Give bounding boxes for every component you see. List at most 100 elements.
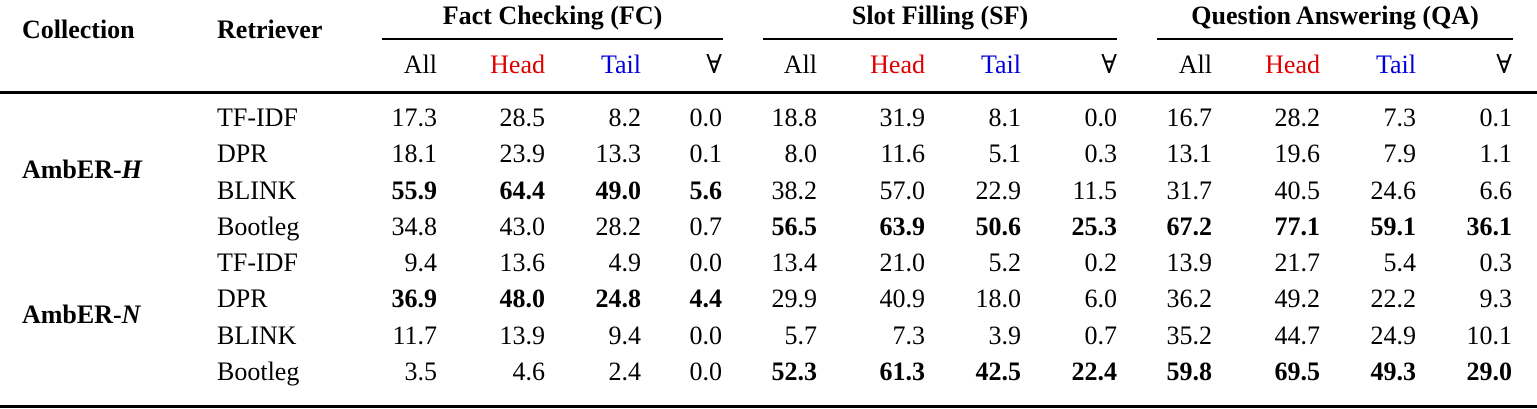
cell-question-answering-head: 21.7 [1274,248,1321,277]
cell-fact-checking-all: 3.5 [404,356,438,386]
cell-slot-filling-tail: 18.0 [975,284,1022,314]
cell-fact-checking-all: 18.1 [391,139,438,169]
cell-fact-checking-head: 4.6 [512,356,546,386]
cell-question-answering-forall: 36.1 [1466,211,1513,241]
cell-slot-filling-tail: 8.1 [988,103,1022,132]
cell-fact-checking-tail: 49.0 [595,175,642,205]
cell-slot-filling-all: 18.8 [771,103,818,132]
cell-fact-checking-forall: 0.0 [689,103,723,132]
cell-question-answering-tail: 24.6 [1370,175,1417,205]
cell-fact-checking-tail: 2.4 [608,356,642,386]
cell-slot-filling-all: 52.3 [771,356,818,386]
cell-question-answering-head: 40.5 [1274,175,1321,205]
cell-slot-filling-head: 31.9 [879,103,926,132]
subheader-question-answering-all: All [1178,50,1212,79]
cell-slot-filling-all: 13.4 [771,248,818,277]
cell-slot-filling-head: 7.3 [892,320,926,350]
cell-fact-checking-head: 23.9 [499,139,546,169]
subheader-slot-filling-head: Head [870,50,925,79]
cell-question-answering-all: 36.2 [1166,284,1213,314]
cell-fact-checking-all: 11.7 [392,320,437,350]
cell-fact-checking-head: 64.4 [499,175,546,205]
cell-slot-filling-all: 29.9 [771,284,818,314]
cell-question-answering-tail: 22.2 [1370,284,1417,314]
cell-question-answering-tail: 49.3 [1370,356,1417,386]
cell-slot-filling-all: 38.2 [771,175,818,205]
cell-fact-checking-tail: 8.2 [608,103,642,132]
cell-fact-checking-all: 36.9 [391,284,438,314]
collection-prefix: AmbER- [22,300,122,329]
cell-question-answering-all: 67.2 [1166,211,1213,241]
cell-question-answering-head: 49.2 [1274,284,1321,314]
cell-slot-filling-forall: 6.0 [1084,284,1118,314]
cell-fact-checking-all: 9.4 [404,248,438,277]
cell-fact-checking-forall: 0.0 [689,356,723,386]
cell-slot-filling-forall: 0.0 [1084,103,1118,132]
subheader-slot-filling-tail: Tail [980,50,1021,79]
cell-slot-filling-head: 63.9 [879,211,926,241]
group-rule-sf [763,38,1117,40]
group-rule-qa [1157,38,1513,40]
retriever-name: TF-IDF [217,103,298,132]
cell-question-answering-head: 44.7 [1274,320,1321,350]
cell-slot-filling-tail: 42.5 [975,356,1022,386]
cell-fact-checking-forall: 5.6 [689,175,723,205]
cell-question-answering-all: 16.7 [1166,103,1213,132]
cell-question-answering-forall: 10.1 [1466,320,1513,350]
subheader-fact-checking-head: Head [490,50,545,79]
retriever-name: BLINK [217,320,297,350]
retriever-name: DPR [217,139,268,169]
cell-slot-filling-forall: 0.2 [1084,248,1118,277]
cell-fact-checking-all: 34.8 [391,211,438,241]
cell-question-answering-head: 19.6 [1274,139,1321,169]
cell-question-answering-tail: 5.4 [1383,248,1417,277]
cell-question-answering-head: 77.1 [1274,211,1321,241]
cell-fact-checking-forall: 0.0 [689,320,723,350]
collection-prefix: AmbER- [22,155,122,184]
header-retriever: Retriever [217,15,323,44]
cell-question-answering-head: 69.5 [1274,356,1321,386]
cell-fact-checking-all: 17.3 [391,103,438,132]
cell-fact-checking-forall: 4.4 [689,284,723,314]
header-group-question-answering: Question Answering (QA) [1191,1,1479,30]
cell-question-answering-forall: 0.1 [1479,103,1513,132]
cell-slot-filling-head: 21.0 [879,248,926,277]
cell-question-answering-all: 13.9 [1166,248,1213,277]
header-group-slot-filling: Slot Filling (SF) [851,1,1029,30]
collection-label-0: AmbER-H [22,157,142,183]
cell-question-answering-forall: 29.0 [1466,356,1513,386]
cell-question-answering-forall: 1.1 [1479,139,1513,169]
cell-slot-filling-tail: 5.2 [988,248,1022,277]
subheader-fact-checking-tail: Tail [600,50,641,79]
cell-fact-checking-head: 13.9 [499,320,546,350]
cell-slot-filling-all: 8.0 [784,139,818,169]
cell-fact-checking-tail: 28.2 [595,211,642,241]
collection-suffix: N [121,300,141,329]
subheader-fact-checking-forall: ∀ [706,50,722,79]
cell-slot-filling-head: 40.9 [879,284,926,314]
subheader-question-answering-forall: ∀ [1496,50,1512,79]
cell-slot-filling-forall: 11.5 [1072,175,1117,205]
table-bottom-rule [0,405,1537,408]
cell-question-answering-forall: 6.6 [1479,175,1513,205]
cell-slot-filling-forall: 0.3 [1084,139,1118,169]
cell-question-answering-tail: 59.1 [1370,211,1417,241]
cell-slot-filling-head: 61.3 [879,356,926,386]
subheader-question-answering-head: Head [1265,50,1320,79]
cell-slot-filling-all: 5.7 [784,320,818,350]
cell-question-answering-all: 59.8 [1166,356,1213,386]
cell-question-answering-forall: 0.3 [1479,248,1513,277]
cell-fact-checking-head: 48.0 [499,284,546,314]
cell-slot-filling-tail: 50.6 [975,211,1022,241]
cell-slot-filling-tail: 3.9 [988,320,1022,350]
cell-question-answering-all: 31.7 [1166,175,1213,205]
cell-fact-checking-all: 55.9 [391,175,438,205]
cell-slot-filling-head: 11.6 [880,139,925,169]
cell-slot-filling-all: 56.5 [771,211,818,241]
cell-fact-checking-head: 28.5 [499,103,546,132]
retriever-name: TF-IDF [217,248,298,277]
cell-question-answering-forall: 9.3 [1479,284,1513,314]
retriever-name: Bootleg [217,211,300,241]
retriever-name: DPR [217,284,268,314]
